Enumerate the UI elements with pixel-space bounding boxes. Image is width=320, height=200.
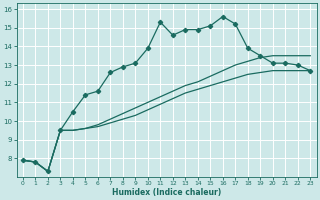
X-axis label: Humidex (Indice chaleur): Humidex (Indice chaleur) [112,188,221,197]
